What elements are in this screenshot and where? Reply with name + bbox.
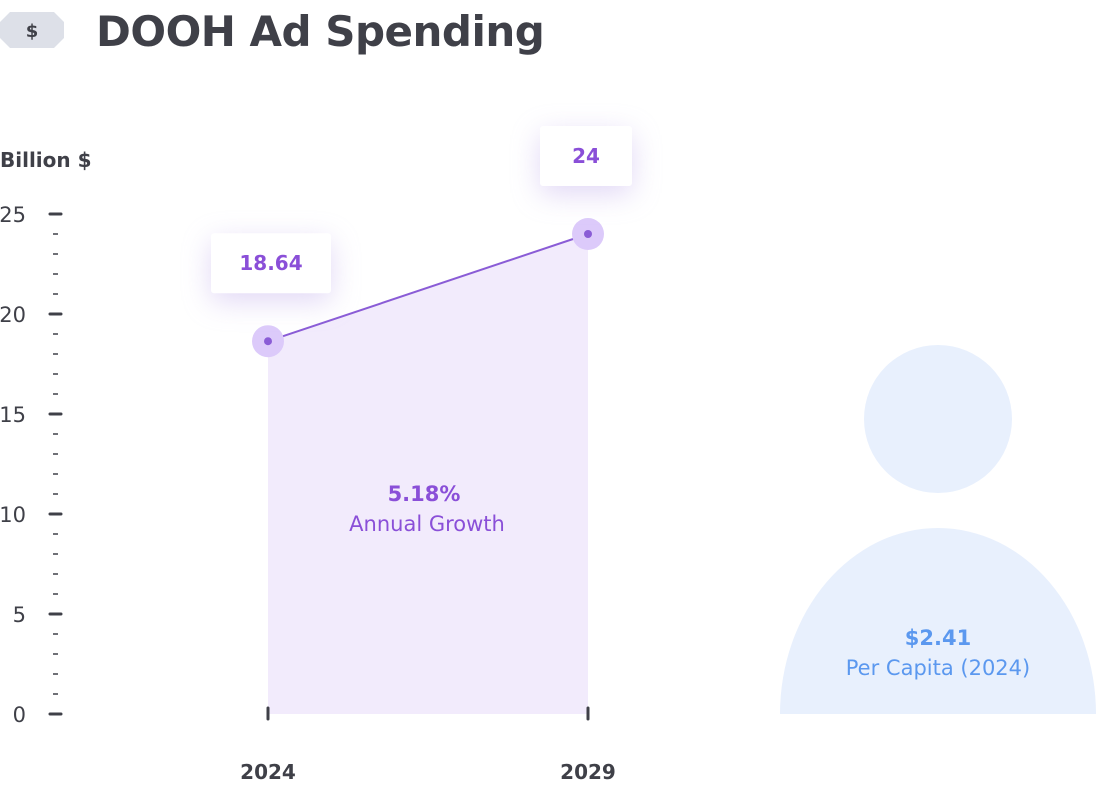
dollar-symbol: $ xyxy=(26,21,39,42)
y-tick-label: 10 xyxy=(0,503,26,527)
header: $ DOOH Ad Spending xyxy=(0,0,1096,70)
x-tick-label: 2024 xyxy=(240,760,296,784)
y-axis-label: Billion $ xyxy=(0,148,92,172)
per-capita-value: $2.41 xyxy=(905,626,971,650)
y-axis: 0 5 10 15 20 25 xyxy=(0,203,63,727)
x-axis-ticks xyxy=(266,706,590,721)
series-line xyxy=(267,233,589,343)
data-label: 18.64 xyxy=(239,251,302,275)
value-label-2024: 18.64 xyxy=(211,233,331,302)
x-tick-label: 2029 xyxy=(560,760,616,784)
growth-annotation: 5.18% Annual Growth xyxy=(349,482,505,536)
per-capita-label: Per Capita (2024) xyxy=(846,656,1030,680)
person-icon xyxy=(780,345,1096,714)
growth-area xyxy=(268,234,588,714)
y-tick-label: 20 xyxy=(0,303,26,327)
data-label: 24 xyxy=(572,144,600,168)
y-tick-label: 15 xyxy=(0,403,26,427)
data-point-2029 xyxy=(572,218,604,250)
y-tick-label: 25 xyxy=(0,203,26,227)
data-point-2024 xyxy=(252,325,284,358)
growth-rate-value: 5.18% xyxy=(388,482,461,506)
data-labels: 18.64 24 xyxy=(211,126,632,302)
y-tick-label: 0 xyxy=(13,703,26,727)
dollar-bill-icon: $ xyxy=(0,12,64,48)
growth-rate-label: Annual Growth xyxy=(349,512,505,536)
person-head xyxy=(864,345,1012,493)
person-body xyxy=(780,528,1096,714)
per-capita-card: $2.41 Per Capita (2024) xyxy=(780,345,1096,714)
value-label-2029: 24 xyxy=(540,126,632,194)
page-title: DOOH Ad Spending xyxy=(96,7,545,56)
data-markers xyxy=(252,218,604,358)
x-axis: 2024 2029 xyxy=(240,760,616,784)
y-tick-label: 5 xyxy=(13,603,26,627)
